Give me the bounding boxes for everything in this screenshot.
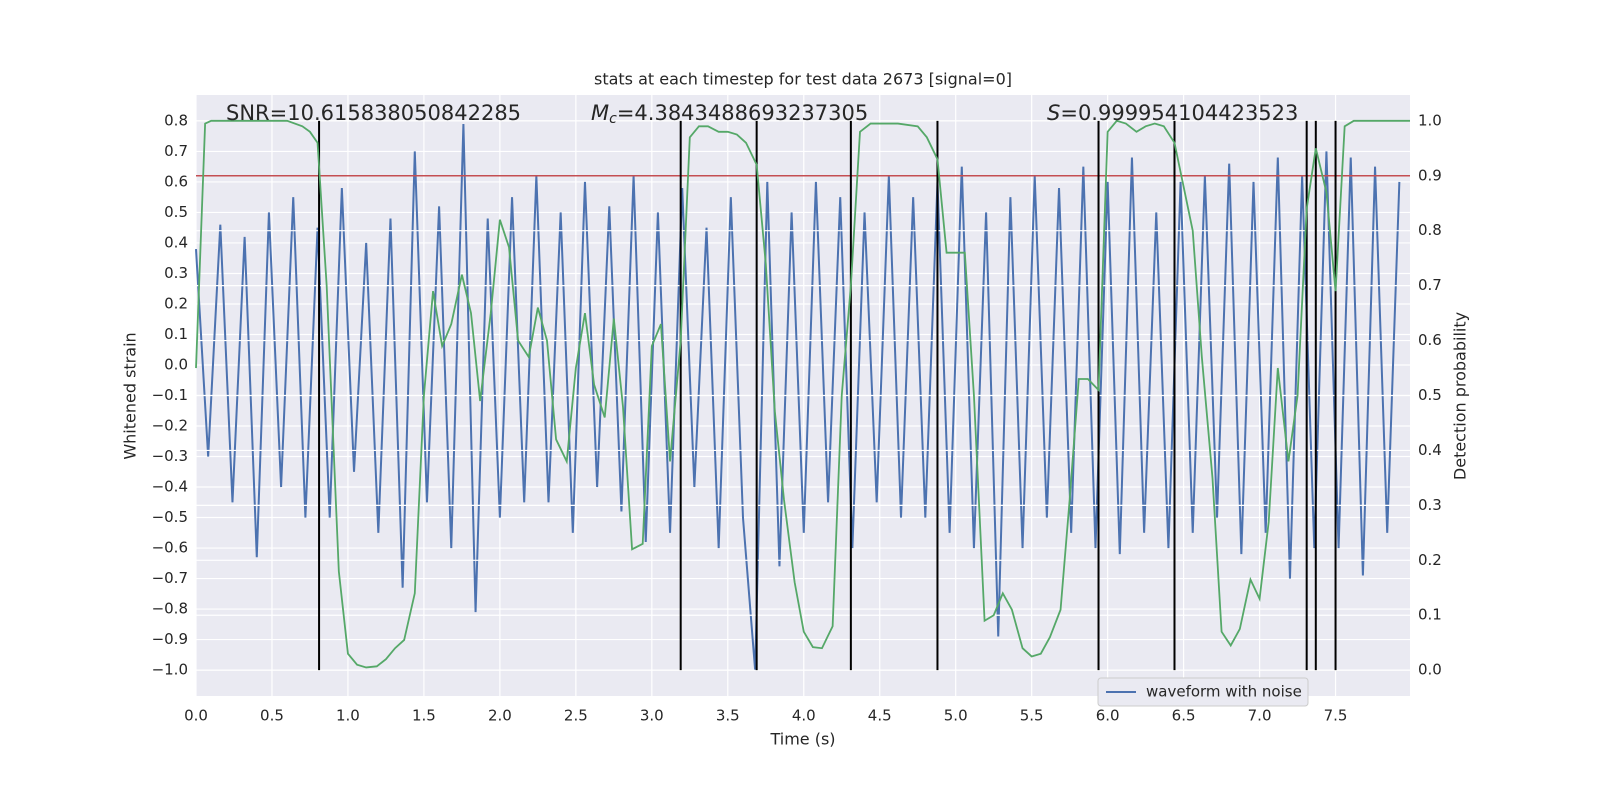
- y2-tick-label: 1.0: [1418, 111, 1442, 129]
- y-tick-label: −0.8: [152, 600, 188, 618]
- annotation: S=0.999954104423523: [1047, 101, 1298, 125]
- y-tick-label: 0.4: [164, 233, 188, 251]
- y2-tick-label: 0.5: [1418, 386, 1442, 404]
- series-line: [195, 119, 1410, 669]
- x-tick-label: 0.0: [184, 707, 208, 725]
- legend-label: waveform with noise: [1146, 683, 1302, 701]
- y-tick-label: −0.5: [152, 508, 188, 526]
- annotation: Mc=4.3843488693237305: [591, 101, 868, 127]
- y2-tick-label: 0.3: [1418, 496, 1442, 514]
- y-tick-label: −0.6: [152, 539, 188, 557]
- x-axis-label: Time (s): [769, 730, 835, 749]
- x-tick-label: 7.5: [1324, 707, 1348, 725]
- annotation-text: =4.3843488693237305: [617, 101, 868, 125]
- y-tick-label: −0.1: [152, 386, 188, 404]
- y-tick-label: −0.7: [152, 569, 188, 587]
- y2-tick-label: 0.0: [1418, 661, 1442, 679]
- y-tick-label: 0.6: [164, 172, 188, 190]
- x-tick-label: 3.5: [716, 707, 740, 725]
- y-tick-label: −1.0: [152, 661, 188, 679]
- x-tick-label: 1.0: [336, 707, 360, 725]
- y-tick-label: 0.7: [164, 142, 188, 160]
- x-tick-label: 6.5: [1172, 707, 1196, 725]
- legend-box: [1097, 677, 1309, 707]
- y-tick-label: 0.1: [164, 325, 188, 343]
- y-tick-label: 0.5: [164, 203, 188, 221]
- annotation-symbol: S: [1047, 101, 1060, 125]
- y2-axis-label: Detection probability: [1451, 312, 1470, 480]
- y-axis-label: Whitened strain: [121, 332, 140, 459]
- x-tick-label: 1.5: [412, 707, 436, 725]
- x-tick-label: 5.5: [1020, 707, 1044, 725]
- y2-tick-label: 0.8: [1418, 221, 1442, 239]
- y2-tick-label: 0.6: [1418, 331, 1442, 349]
- x-tick-label: 7.0: [1248, 707, 1272, 725]
- series-line: [195, 123, 1401, 671]
- legend: waveform with noise: [1097, 677, 1309, 707]
- x-tick-label: 0.5: [260, 707, 284, 725]
- annotation: SNR=10.615838050842285: [226, 101, 521, 125]
- x-tick-label: 4.5: [868, 707, 892, 725]
- x-tick-label: 2.0: [488, 707, 512, 725]
- annotation-text: =0.999954104423523: [1060, 101, 1298, 125]
- y-tick-label: 0.2: [164, 294, 188, 312]
- y2-tick-label: 0.1: [1418, 606, 1442, 624]
- annotation-text: SNR=10.615838050842285: [226, 101, 521, 125]
- y-tick-label: 0.3: [164, 264, 188, 282]
- y-tick-label: −0.4: [152, 478, 188, 496]
- y-tick-label: 0.0: [164, 355, 188, 373]
- y2-tick-label: 0.9: [1418, 166, 1442, 184]
- x-tick-label: 3.0: [640, 707, 664, 725]
- x-tick-label: 6.0: [1096, 707, 1120, 725]
- y2-tick-label: 0.4: [1418, 441, 1442, 459]
- chart-title: stats at each timestep for test data 267…: [594, 70, 1012, 89]
- y-tick-label: −0.2: [152, 417, 188, 435]
- annotation-symbol: M: [591, 101, 609, 125]
- x-tick-label: 5.0: [944, 707, 968, 725]
- y-tick-label: 0.8: [164, 111, 188, 129]
- x-tick-label: 4.0: [792, 707, 816, 725]
- annotation-subscript: c: [609, 111, 617, 127]
- y-tick-label: −0.9: [152, 630, 188, 648]
- y2-tick-label: 0.7: [1418, 276, 1442, 294]
- y-tick-label: −0.3: [152, 447, 188, 465]
- x-tick-label: 2.5: [564, 707, 588, 725]
- y2-tick-label: 0.2: [1418, 551, 1442, 569]
